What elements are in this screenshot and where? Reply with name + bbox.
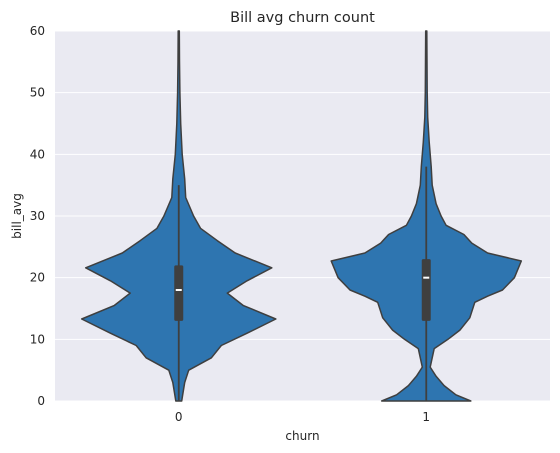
y-axis-label: bill_avg: [10, 193, 24, 239]
violin-iqr-box: [174, 265, 184, 321]
violin-iqr-box: [421, 259, 431, 321]
x-tick-label: 1: [422, 410, 430, 424]
y-tick-label: 50: [30, 86, 45, 100]
axis-ticks: 0 10 20 30 40 50 60 0 1: [30, 24, 430, 424]
y-tick-label: 30: [30, 209, 45, 223]
violin-median: [175, 289, 182, 291]
chart-title: Bill avg churn count: [230, 10, 375, 26]
y-tick-label: 20: [30, 271, 45, 285]
y-tick-label: 60: [30, 24, 45, 38]
x-tick-label: 0: [175, 410, 183, 424]
x-axis-label: churn: [285, 429, 319, 443]
y-tick-label: 10: [30, 332, 45, 346]
violin-median: [423, 276, 430, 279]
violins: [80, 30, 523, 402]
y-tick-label: 0: [37, 394, 45, 408]
y-tick-label: 40: [30, 147, 45, 161]
